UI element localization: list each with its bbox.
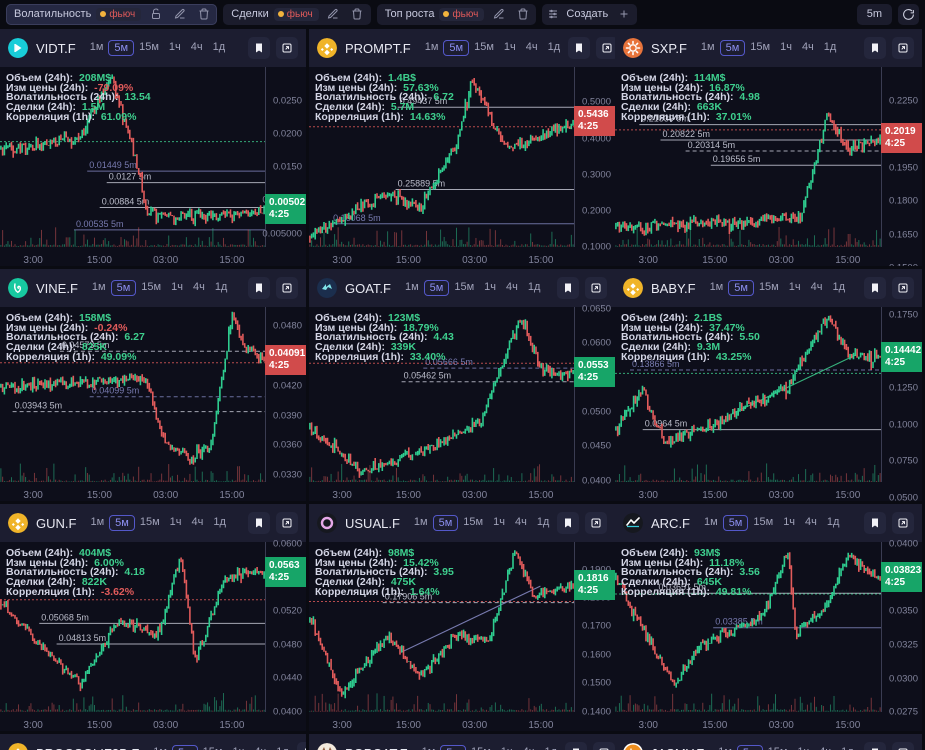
- svg-text:0.03943 5m: 0.03943 5m: [15, 401, 63, 411]
- svg-text:0.05462 5m: 0.05462 5m: [404, 371, 452, 381]
- svg-text:0.04813 5m: 0.04813 5m: [59, 633, 107, 643]
- svg-text:0.01449 5m: 0.01449 5m: [89, 160, 137, 170]
- svg-text:0.19656 5m: 0.19656 5m: [713, 154, 761, 164]
- svg-text:0.05068 5m: 0.05068 5m: [41, 612, 89, 622]
- svg-text:0.00884 5m: 0.00884 5m: [102, 197, 150, 207]
- svg-text:0.0127 5m: 0.0127 5m: [109, 172, 152, 182]
- svg-text:0.20822 5m: 0.20822 5m: [663, 129, 711, 139]
- svg-text:0.20314 5m: 0.20314 5m: [688, 140, 736, 150]
- svg-text:0.0964 5m: 0.0964 5m: [645, 419, 688, 429]
- svg-text:0.04099 5m: 0.04099 5m: [92, 386, 140, 396]
